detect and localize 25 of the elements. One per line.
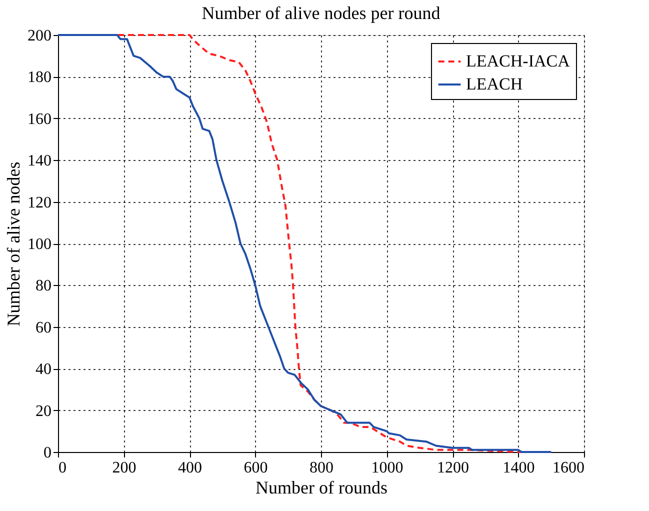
y-tick-label: 20	[36, 402, 52, 420]
y-tick-label: 160	[28, 110, 52, 128]
x-tick-label: 600	[244, 460, 268, 476]
x-tick-label: 1200	[437, 460, 469, 476]
y-tick-label: 80	[36, 278, 52, 295]
y-tick-label: 0	[44, 444, 52, 462]
chart-title: Number of alive nodes per round	[202, 3, 440, 23]
y-tick-label: 60	[36, 319, 52, 336]
y-tick-label: 140	[28, 152, 52, 170]
x-tick-label: 800	[310, 460, 334, 476]
legend-label: LEACH	[466, 74, 523, 94]
x-tick-label: 1400	[502, 460, 535, 476]
legend-label: LEACH-IACA	[466, 52, 571, 70]
x-tick-label: 0	[58, 460, 66, 476]
y-tick-label: 100	[28, 236, 52, 253]
y-tick-label: 120	[28, 194, 52, 212]
x-tick-label: 400	[178, 460, 202, 476]
x-tick-label: 1000	[371, 460, 404, 476]
y-tick-label: 180	[28, 69, 52, 86]
y-tick-label: 40	[36, 361, 52, 378]
y-tick-label: 200	[28, 28, 52, 44]
x-tick-label: 1600	[552, 460, 584, 476]
y-axis-title: Number of alive nodes	[4, 162, 24, 326]
x-tick-label: 200	[112, 460, 136, 476]
x-axis-title: Number of rounds	[256, 478, 388, 498]
